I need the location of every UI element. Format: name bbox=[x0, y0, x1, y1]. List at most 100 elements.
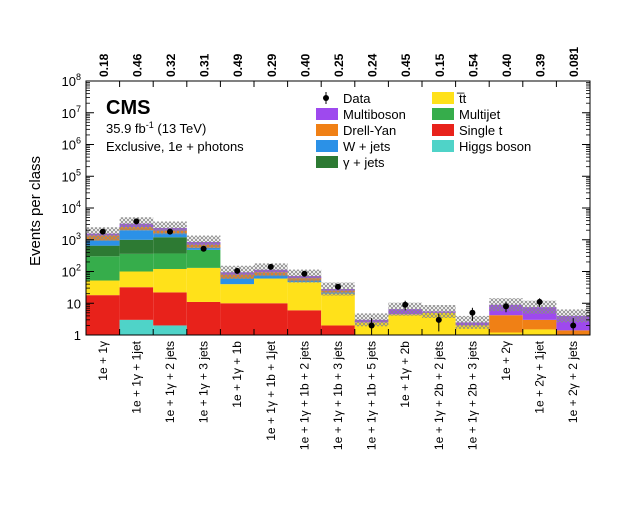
data-point bbox=[301, 270, 308, 277]
bar-segment bbox=[86, 295, 120, 335]
y-tick-label: 104 bbox=[62, 199, 81, 216]
uncertainty-band bbox=[556, 309, 590, 323]
legend-label: Single t bbox=[459, 123, 503, 138]
x-tick-label: 1e + 1γ + 1b + 2 jets bbox=[297, 341, 311, 450]
bar-segment bbox=[153, 237, 187, 254]
lumi-exponent: -1 bbox=[146, 120, 154, 130]
bar-segment bbox=[522, 319, 557, 330]
bar-segment bbox=[254, 303, 288, 335]
x-tick-label: 1e + 2γ + 1jet bbox=[533, 340, 547, 413]
bar-segment bbox=[153, 268, 187, 293]
uncertainty-band bbox=[186, 235, 221, 249]
data-point bbox=[99, 228, 106, 235]
bar-segment bbox=[153, 233, 187, 238]
bar-segment bbox=[186, 267, 221, 302]
bar-segment bbox=[119, 271, 154, 288]
x-tick-label: 1e + 1γ + 2b + 3 jets bbox=[465, 341, 479, 450]
data-point bbox=[435, 316, 442, 323]
legend-swatch bbox=[316, 108, 338, 120]
x-tick-label: 1e + 1γ + 2b + 2 jets bbox=[432, 341, 446, 450]
bar-segment bbox=[321, 325, 355, 335]
legend-label: Multiboson bbox=[343, 107, 406, 122]
legend-label: Multijet bbox=[459, 107, 501, 122]
bar-segment bbox=[489, 315, 523, 333]
legend-swatch bbox=[432, 108, 454, 120]
bar-segment bbox=[321, 293, 355, 326]
legend-swatch bbox=[432, 140, 454, 152]
top-value-label: 0.39 bbox=[534, 53, 548, 77]
x-tick-label: 1e + 1γ + 1b + 3 jets bbox=[331, 341, 345, 450]
bar-segment bbox=[119, 230, 154, 240]
bar-segment bbox=[254, 278, 288, 304]
uncertainty-band bbox=[422, 305, 456, 318]
data-point bbox=[167, 228, 173, 235]
top-value-label: 0.24 bbox=[366, 53, 380, 77]
y-tick-label: 107 bbox=[62, 104, 81, 121]
top-value-label: 0.29 bbox=[265, 53, 279, 77]
y-tick-label: 108 bbox=[62, 72, 81, 89]
chart-subtitle: Exclusive, 1e + photons bbox=[106, 139, 244, 154]
bar-segment bbox=[119, 319, 154, 335]
data-point bbox=[368, 322, 375, 329]
top-value-label: 0.46 bbox=[130, 53, 144, 77]
x-tick-label: 1e + 2γ + 2 jets bbox=[566, 341, 580, 423]
top-value-label: 0.18 bbox=[97, 53, 111, 77]
stacked-bars-group bbox=[86, 223, 590, 335]
uncertainty-bands-group bbox=[86, 217, 590, 329]
top-value-label: 0.54 bbox=[466, 53, 480, 77]
data-point bbox=[200, 245, 207, 252]
top-value-label: 0.40 bbox=[500, 53, 514, 77]
x-tick-label: 1e + 1γ + 1jet bbox=[129, 340, 143, 413]
bar-segment bbox=[86, 240, 120, 246]
uncertainty-band bbox=[522, 300, 557, 314]
legend-swatch bbox=[316, 156, 338, 168]
bar-segment bbox=[388, 314, 422, 335]
bar-segment bbox=[455, 325, 490, 335]
bar-segment bbox=[153, 253, 187, 269]
lumi-energy: (13 TeV) bbox=[154, 121, 207, 136]
bar-segment bbox=[153, 292, 187, 326]
top-value-label: 0.25 bbox=[332, 53, 346, 77]
bar-segment bbox=[119, 287, 154, 320]
top-value-label: 0.081 bbox=[567, 47, 581, 77]
bar-segment bbox=[186, 301, 221, 335]
experiment-title: CMS bbox=[106, 97, 150, 119]
bar-segment bbox=[220, 278, 254, 285]
x-tick-label: 1e + 1γ + 2 jets bbox=[163, 341, 177, 423]
x-tick-label: 1e + 1γ + 1b bbox=[230, 341, 244, 408]
bar-segment bbox=[287, 282, 322, 311]
data-point bbox=[234, 267, 241, 274]
legend: Data t̅t Multiboson Multijet Drell-Yan Single… bbox=[316, 91, 531, 170]
data-points-group bbox=[99, 218, 577, 335]
top-value-label: 0.40 bbox=[298, 53, 312, 77]
bar-segment bbox=[254, 275, 288, 279]
x-tick-labels-group: 1e + 1γ 1e + 1γ + 1jet 1e + 1γ + 2 jets 1e … bbox=[96, 340, 580, 450]
y-tick-label: 106 bbox=[62, 136, 81, 153]
legend-swatch bbox=[316, 140, 338, 152]
data-point bbox=[536, 298, 543, 305]
legend-swatch bbox=[432, 92, 454, 104]
bar-segment bbox=[220, 284, 254, 304]
bar-segment bbox=[119, 239, 154, 254]
data-point bbox=[267, 263, 274, 270]
y-tick-label: 102 bbox=[62, 263, 81, 280]
x-tick-label: 1e + 1γ bbox=[96, 341, 110, 381]
legend-label: W + jets bbox=[343, 139, 391, 154]
x-tick-label: 1e + 1γ + 1b + 1jet bbox=[264, 340, 278, 440]
bar-segment bbox=[86, 256, 120, 281]
y-tick-label: 1 bbox=[74, 328, 81, 343]
bar-segment bbox=[186, 249, 221, 268]
x-tick-label: 1e + 2γ bbox=[499, 341, 513, 381]
top-labels-group: 0.18 0.46 0.32 0.31 0.49 0.29 0.40 0.25 0.24 0.45… bbox=[97, 47, 581, 77]
legend-label: Drell-Yan bbox=[343, 123, 396, 138]
legend-label: Higgs boson bbox=[459, 139, 531, 154]
top-value-label: 0.49 bbox=[231, 53, 245, 77]
top-value-label: 0.15 bbox=[433, 53, 447, 77]
legend-swatch bbox=[432, 124, 454, 136]
top-value-label: 0.32 bbox=[164, 53, 178, 77]
bar-segment bbox=[86, 245, 120, 257]
y-axis-label: Events per class bbox=[27, 156, 44, 266]
data-point bbox=[133, 218, 140, 225]
y-tick-label: 105 bbox=[62, 167, 81, 184]
